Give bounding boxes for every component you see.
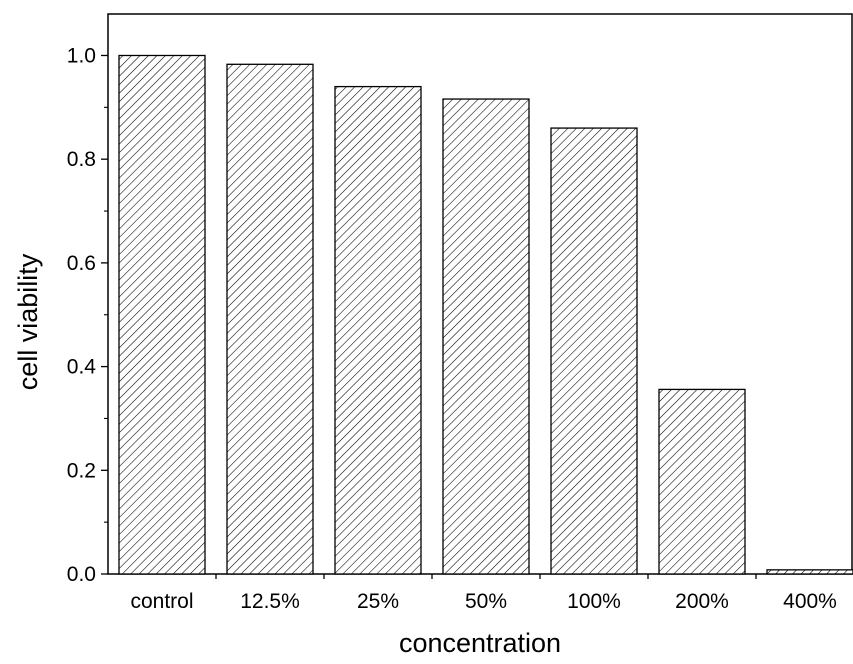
y-tick-label-3: 0.6: [67, 252, 96, 275]
x-tick-label-0: control: [130, 590, 193, 613]
x-tick-label-6: 400%: [783, 590, 837, 613]
y-tick-label-0: 0.0: [67, 563, 96, 586]
bars-layer: [118, 54, 853, 575]
y-tick-label-4: 0.8: [67, 148, 96, 171]
x-tick-label-1: 12.5%: [240, 590, 300, 613]
y-tick-label-5: 1.0: [67, 44, 96, 67]
bar-6: [766, 569, 853, 575]
y-axis-title: cell viability: [13, 253, 43, 390]
bar-2: [334, 85, 422, 575]
x-tick-label-4: 100%: [567, 590, 621, 613]
x-tick-label-3: 50%: [465, 590, 507, 613]
y-axis: 0.0 0.2 0.4 0.6 0.8 1.0: [67, 44, 108, 586]
x-axis-title: concentration: [399, 628, 561, 658]
x-tick-label-2: 25%: [357, 590, 399, 613]
y-tick-label-2: 0.4: [67, 356, 97, 379]
bar-1: [226, 63, 314, 575]
x-tick-label-5: 200%: [675, 590, 729, 613]
bar-4: [550, 127, 638, 575]
y-tick-label-1: 0.2: [67, 459, 96, 482]
bar-0: [118, 54, 206, 575]
x-axis: control 12.5% 25% 50% 100% 200% 400%: [130, 574, 837, 613]
bar-3: [442, 98, 530, 575]
bar-5: [658, 388, 746, 575]
